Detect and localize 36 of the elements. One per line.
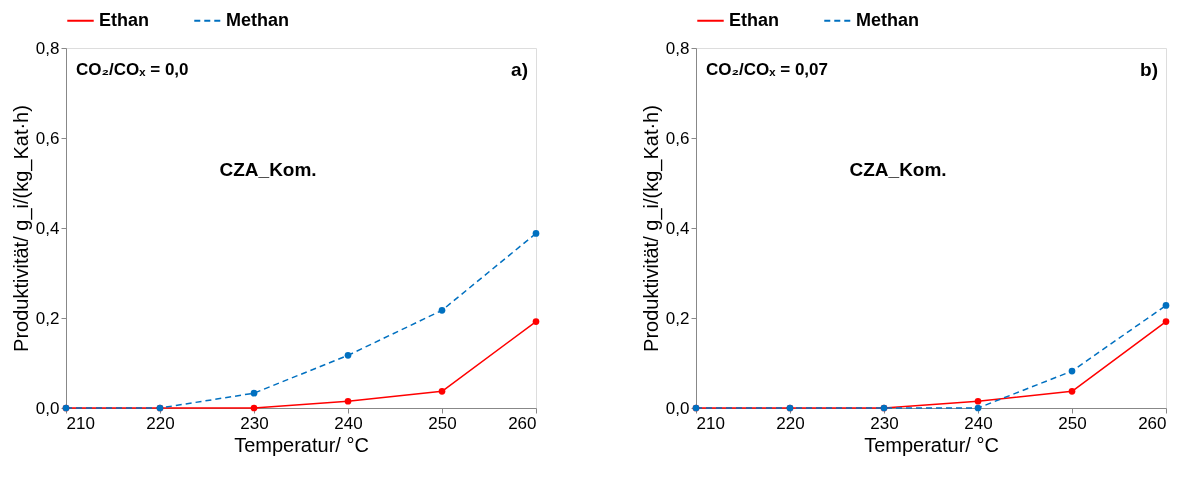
annotation: CZA_Kom. xyxy=(849,159,947,181)
x-axis-title: Temperatur/ °C xyxy=(864,433,999,456)
x-tick-label: 220 xyxy=(146,413,175,433)
annotation: CO₂/COₓ = 0,07 xyxy=(706,60,828,79)
legend-label: Ethan xyxy=(729,9,780,30)
annotation: CO₂/COₓ = 0,0 xyxy=(76,60,189,79)
annotation: b) xyxy=(1140,59,1158,80)
x-tick-label: 210 xyxy=(66,413,95,433)
y-tick-label: 0,8 xyxy=(665,38,690,58)
x-tick-label: 240 xyxy=(964,413,993,433)
x-tick-label: 250 xyxy=(1058,413,1087,433)
legend-label: Methan xyxy=(856,9,919,30)
annotation: CZA_Kom. xyxy=(219,159,317,181)
y-tick-label: 0,4 xyxy=(665,218,690,238)
y-tick-label: 0,6 xyxy=(35,128,60,148)
x-tick-label: 210 xyxy=(696,413,725,433)
x-axis-title: Temperatur/ °C xyxy=(234,433,369,456)
y-tick-label: 0,2 xyxy=(35,308,60,328)
y-tick-label: 0,0 xyxy=(35,398,60,418)
y-tick-label: 0,2 xyxy=(665,308,690,328)
x-tick-label: 250 xyxy=(428,413,457,433)
x-tick-label: 230 xyxy=(240,413,269,433)
y-axis-title: Produktivität/ g_i/(kg_Kat·h) xyxy=(9,105,33,352)
x-tick-label: 260 xyxy=(1138,413,1167,433)
y-tick-label: 0,4 xyxy=(35,218,60,238)
x-tick-label: 230 xyxy=(870,413,899,433)
y-tick-label: 0,6 xyxy=(665,128,690,148)
y-axis-title: Produktivität/ g_i/(kg_Kat·h) xyxy=(639,105,663,352)
annotation: a) xyxy=(511,59,528,80)
x-tick-label: 220 xyxy=(776,413,805,433)
y-tick-label: 0,0 xyxy=(665,398,690,418)
legend-label: Ethan xyxy=(99,9,150,30)
y-tick-label: 0,8 xyxy=(35,38,60,58)
x-tick-label: 260 xyxy=(508,413,537,433)
legend-label: Methan xyxy=(226,9,289,30)
x-tick-label: 240 xyxy=(334,413,363,433)
